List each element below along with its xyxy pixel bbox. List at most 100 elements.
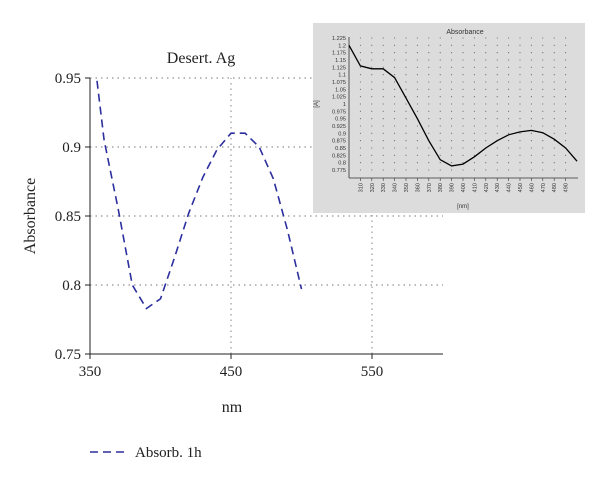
inset-grid-dot — [508, 74, 509, 75]
inset-grid-dot — [497, 147, 498, 148]
inset-x-axis-label: [nm] — [457, 204, 469, 210]
inset-grid-dot — [485, 52, 486, 53]
inset-grid-dot — [531, 169, 532, 170]
inset-grid-dot — [508, 162, 509, 163]
inset-grid-dot — [405, 81, 406, 82]
inset-grid-dot — [565, 59, 566, 60]
inset-grid-dot — [531, 140, 532, 141]
inset-grid-dot — [474, 169, 475, 170]
inset-grid-dot — [531, 125, 532, 126]
inset-x-tick-label: 350 — [404, 183, 410, 192]
inset-grid-dot — [360, 67, 361, 68]
inset-grid-dot — [417, 125, 418, 126]
inset-grid-dot — [485, 67, 486, 68]
inset-y-tick-label: 1.1 — [338, 73, 346, 79]
main-y-tick-label: 0.75 — [55, 347, 81, 363]
inset-grid-dot — [554, 125, 555, 126]
inset-grid-dot — [451, 125, 452, 126]
inset-grid-dot — [417, 59, 418, 60]
inset-grid-dot — [371, 125, 372, 126]
inset-grid-dot — [405, 59, 406, 60]
inset-grid-dot — [394, 125, 395, 126]
inset-grid-dot — [440, 162, 441, 163]
inset-grid-dot — [565, 111, 566, 112]
series-line-absorb-1h — [97, 81, 302, 309]
inset-grid-dot — [474, 45, 475, 46]
inset-grid-dot — [565, 118, 566, 119]
inset-grid-dot — [428, 111, 429, 112]
inset-grid-dot — [554, 118, 555, 119]
inset-grid-dot — [565, 169, 566, 170]
inset-grid-dot — [519, 74, 520, 75]
inset-grid-dot — [394, 118, 395, 119]
inset-grid-dot — [451, 67, 452, 68]
inset-grid-dot — [451, 155, 452, 156]
inset-grid-dot — [508, 169, 509, 170]
main-y-axis-label: Absorbance — [22, 178, 39, 254]
inset-grid-dot — [371, 111, 372, 112]
inset-grid-dot — [542, 118, 543, 119]
inset-grid-dot — [474, 103, 475, 104]
inset-grid-dot — [360, 59, 361, 60]
legend: Absorb. 1h — [90, 445, 202, 461]
inset-grid-dot — [360, 162, 361, 163]
inset-grid-dot — [542, 89, 543, 90]
inset-grid-dot — [542, 111, 543, 112]
inset-grid-dot — [554, 103, 555, 104]
inset-grid-dot — [542, 147, 543, 148]
inset-x-tick-label: 400 — [461, 183, 467, 192]
inset-grid-dot — [519, 133, 520, 134]
inset-y-tick-label: 1.075 — [332, 80, 346, 86]
inset-grid-dot — [360, 155, 361, 156]
inset-grid-dot — [417, 45, 418, 46]
inset-grid-dot — [519, 140, 520, 141]
inset-grid-dot — [531, 162, 532, 163]
inset-grid-dot — [565, 81, 566, 82]
inset-grid-dot — [508, 37, 509, 38]
inset-grid-dot — [554, 81, 555, 82]
inset-grid-dot — [451, 74, 452, 75]
inset-grid-dot — [485, 125, 486, 126]
inset-grid-dot — [394, 96, 395, 97]
inset-grid-dot — [360, 111, 361, 112]
inset-grid-dot — [519, 45, 520, 46]
inset-grid-dot — [383, 140, 384, 141]
inset-grid-dot — [428, 133, 429, 134]
inset-grid-dot — [360, 96, 361, 97]
inset-grid-dot — [497, 155, 498, 156]
inset-grid-dot — [508, 140, 509, 141]
inset-grid-dot — [383, 169, 384, 170]
inset-grid-dot — [519, 118, 520, 119]
inset-grid-dot — [383, 89, 384, 90]
inset-grid-dot — [462, 111, 463, 112]
inset-y-tick-label: 1.125 — [332, 65, 346, 71]
inset-grid-dot — [508, 89, 509, 90]
inset-grid-dot — [360, 169, 361, 170]
inset-x-tick-label: 380 — [438, 183, 444, 192]
inset-grid-dot — [485, 169, 486, 170]
inset-grid-dot — [360, 89, 361, 90]
inset-grid-dot — [531, 103, 532, 104]
inset-grid-dot — [462, 155, 463, 156]
inset-grid-dot — [417, 37, 418, 38]
inset-grid-dot — [462, 103, 463, 104]
inset-grid-dot — [565, 162, 566, 163]
inset-grid-dot — [360, 133, 361, 134]
inset-grid-dot — [383, 125, 384, 126]
inset-grid-dot — [417, 81, 418, 82]
inset-grid-dot — [428, 81, 429, 82]
inset-grid-dot — [417, 169, 418, 170]
inset-x-tick-label: 460 — [529, 183, 535, 192]
inset-grid-dot — [542, 169, 543, 170]
inset-grid-dot — [508, 96, 509, 97]
inset-grid-dot — [383, 45, 384, 46]
inset-x-tick-label: 420 — [484, 183, 490, 192]
inset-grid-dot — [508, 45, 509, 46]
inset-grid-dot — [440, 45, 441, 46]
inset-grid-dot — [371, 52, 372, 53]
inset-grid-dot — [474, 118, 475, 119]
inset-grid-dot — [394, 169, 395, 170]
inset-grid-dot — [371, 67, 372, 68]
inset-grid-dot — [497, 59, 498, 60]
inset-y-tick-label: 0.875 — [332, 139, 346, 145]
